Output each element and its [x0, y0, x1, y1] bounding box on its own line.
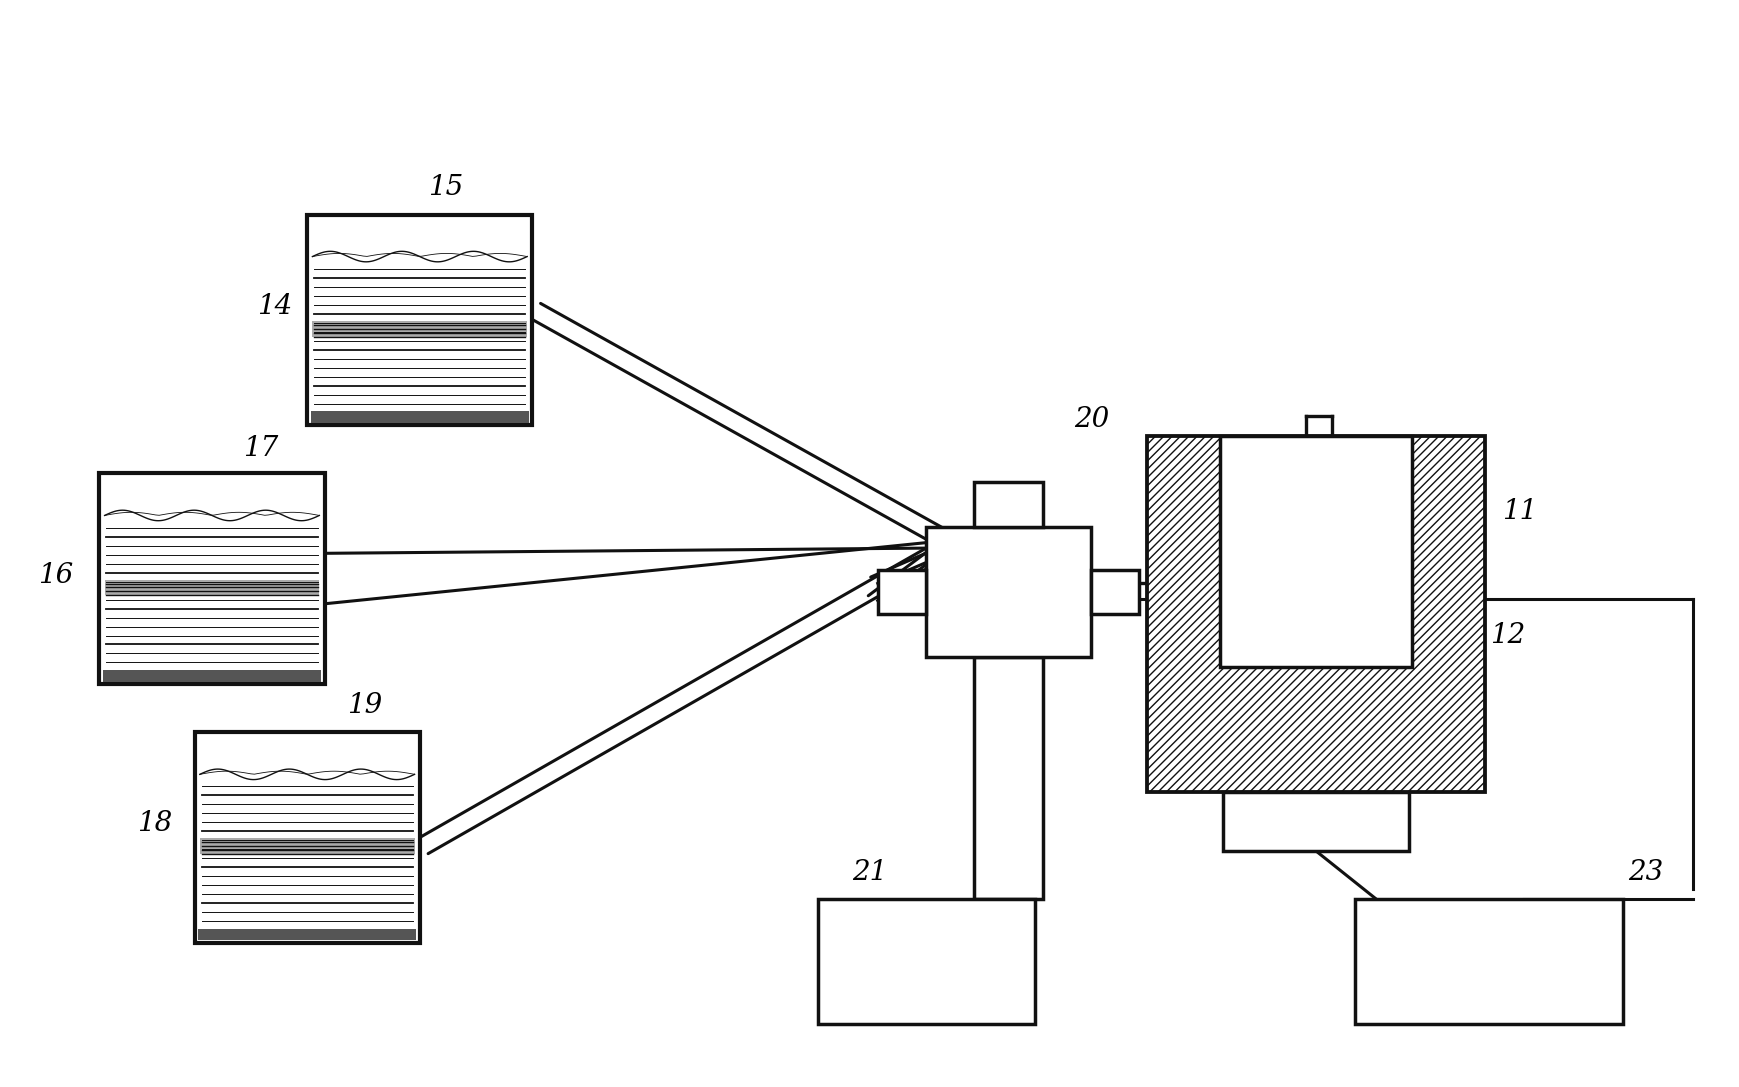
Bar	[308, 214, 532, 425]
Bar	[876, 571, 925, 614]
Bar	[1355, 899, 1622, 1024]
Bar	[925, 527, 1090, 657]
Text: 20: 20	[1073, 405, 1109, 433]
Text: 15: 15	[428, 174, 463, 201]
Bar	[974, 482, 1043, 527]
Bar	[103, 670, 322, 682]
Bar	[817, 899, 1035, 1024]
Bar	[99, 473, 325, 684]
Bar	[1090, 571, 1139, 614]
Text: 14: 14	[257, 292, 292, 320]
Bar	[198, 929, 416, 940]
Bar	[104, 579, 320, 596]
Text: 18: 18	[137, 811, 172, 837]
Bar	[1146, 436, 1483, 791]
Bar	[313, 321, 527, 337]
Bar	[195, 733, 419, 942]
Bar	[311, 411, 529, 423]
Text: 19: 19	[346, 691, 383, 719]
Text: 23: 23	[1628, 859, 1662, 886]
Bar	[974, 657, 1043, 899]
Text: 16: 16	[38, 562, 73, 589]
Bar	[1219, 436, 1412, 667]
Text: 17: 17	[243, 435, 278, 462]
Text: 12: 12	[1489, 622, 1523, 649]
Text: 21: 21	[852, 859, 887, 886]
Bar	[1223, 791, 1409, 851]
Bar	[200, 838, 414, 854]
Text: 11: 11	[1501, 498, 1536, 525]
